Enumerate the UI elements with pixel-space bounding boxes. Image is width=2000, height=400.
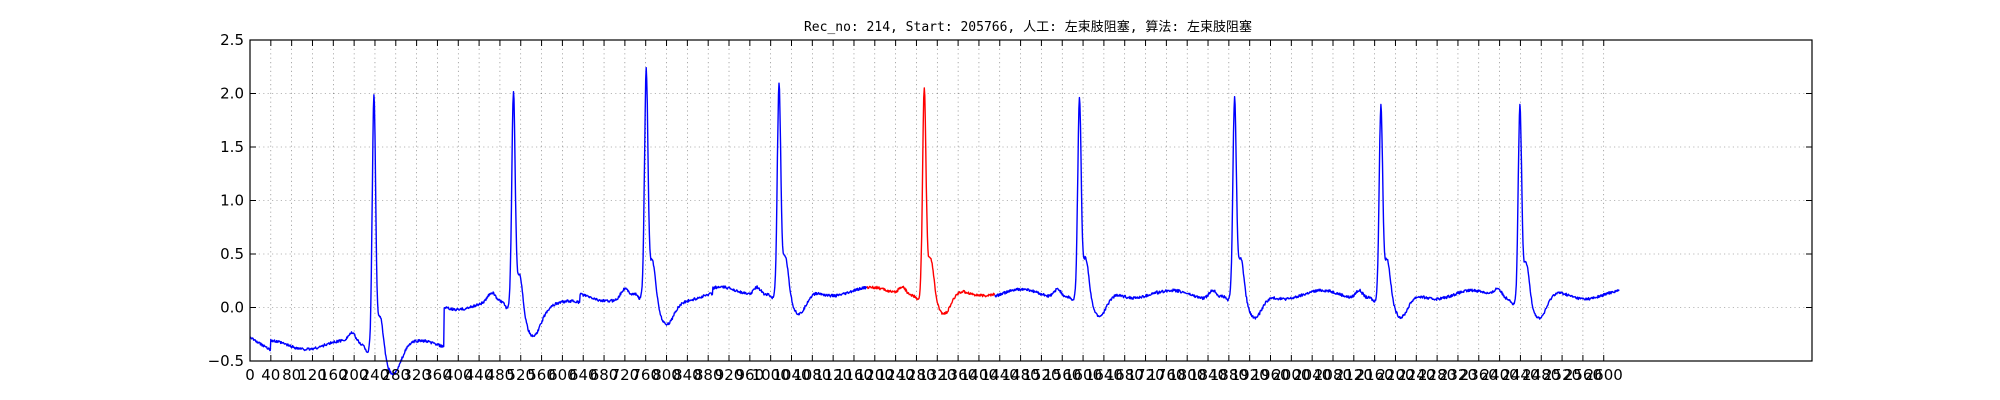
x-tick-label: 2200 (1376, 366, 1414, 384)
x-tick-label: 2160 (1356, 366, 1394, 384)
x-tick-label: 160 (319, 366, 348, 384)
x-tick-label: 1320 (918, 366, 956, 384)
x-tick-label: 2440 (1501, 366, 1539, 384)
x-tick-label: 1160 (835, 366, 873, 384)
y-tick-label: 2.0 (220, 85, 244, 103)
x-tick-label: 320 (402, 366, 431, 384)
x-tick-label: 680 (590, 366, 619, 384)
x-tick-label: 640 (569, 366, 598, 384)
x-tick-label: 1360 (939, 366, 977, 384)
x-tick-label: 120 (298, 366, 327, 384)
x-tick-label: 1200 (856, 366, 894, 384)
x-tick-label: 1560 (1043, 366, 1081, 384)
x-tick-label: 2560 (1564, 366, 1602, 384)
x-tick-label: 2400 (1481, 366, 1519, 384)
y-tick-label: 0.5 (220, 245, 244, 263)
x-tick-label: 80 (282, 366, 301, 384)
x-tick-label: 1080 (793, 366, 831, 384)
chart-title: Rec_no: 214, Start: 205766, 人工: 左束肢阻塞, 算… (804, 19, 1252, 35)
x-tick-label: 800 (652, 366, 681, 384)
x-tick-label: 1480 (1001, 366, 1039, 384)
x-tick-label: 1840 (1189, 366, 1227, 384)
x-tick-label: 1240 (877, 366, 915, 384)
x-axis-ticks: 0 40 8012016020024028032036040044048052056… (245, 40, 1623, 384)
y-tick-label: 0.0 (220, 299, 244, 317)
x-tick-label: 2600 (1585, 366, 1623, 384)
x-tick-label: 1280 (897, 366, 935, 384)
x-tick-label: 1720 (1126, 366, 1164, 384)
x-tick-label: 280 (381, 366, 410, 384)
x-tick-label: 600 (548, 366, 577, 384)
x-tick-label: 400 (444, 366, 473, 384)
x-tick-label: 1680 (1106, 366, 1144, 384)
x-tick-label: 1960 (1251, 366, 1289, 384)
x-tick-label: 2320 (1439, 366, 1477, 384)
x-tick-label: 520 (506, 366, 535, 384)
x-tick-label: 2520 (1543, 366, 1581, 384)
x-tick-label: 760 (631, 366, 660, 384)
x-tick-label: 920 (715, 366, 744, 384)
x-tick-label: 240 (361, 366, 390, 384)
x-tick-label: 1120 (814, 366, 852, 384)
grid (249, 39, 1812, 362)
x-tick-label: 2040 (1293, 366, 1331, 384)
x-tick-label: 2280 (1418, 366, 1456, 384)
x-tick-label: 440 (465, 366, 494, 384)
y-tick-label: 1.0 (220, 192, 244, 210)
x-tick-label: 2480 (1522, 366, 1560, 384)
x-tick-label: 1760 (1147, 366, 1185, 384)
x-tick-label: 0 (245, 366, 255, 384)
x-tick-label: 2240 (1397, 366, 1435, 384)
y-axis-ticks: −0.5 0.0 0.5 1.0 1.5 2.0 2.5 (208, 31, 1812, 370)
x-tick-label: 1440 (981, 366, 1019, 384)
y-tick-label: 1.5 (220, 138, 244, 156)
y-tick-label: −0.5 (208, 352, 244, 370)
ecg-line-highlighted-beat (866, 87, 996, 315)
x-tick-label: 960 (736, 366, 765, 384)
x-tick-label: 720 (611, 366, 640, 384)
x-tick-label: 1640 (1085, 366, 1123, 384)
x-tick-label: 2080 (1314, 366, 1352, 384)
x-tick-label: 200 (340, 366, 369, 384)
x-tick-label: 560 (527, 366, 556, 384)
x-tick-label: 1600 (1064, 366, 1102, 384)
x-tick-label: 1520 (1022, 366, 1060, 384)
x-tick-label: 2000 (1272, 366, 1310, 384)
x-tick-label: 1040 (772, 366, 810, 384)
x-tick-label: 1800 (1168, 366, 1206, 384)
x-tick-label: 1400 (960, 366, 998, 384)
x-tick-label: 2360 (1460, 366, 1498, 384)
x-tick-label: 40 (261, 366, 280, 384)
x-tick-label: 1000 (752, 366, 790, 384)
ecg-series (249, 66, 1620, 376)
x-tick-label: 2120 (1335, 366, 1373, 384)
y-tick-label: 2.5 (220, 31, 244, 49)
x-tick-label: 880 (694, 366, 723, 384)
x-tick-label: 1880 (1210, 366, 1248, 384)
x-tick-label: 840 (673, 366, 702, 384)
ecg-line-before (249, 66, 868, 376)
x-tick-label: 1920 (1231, 366, 1269, 384)
x-tick-label: 480 (486, 366, 515, 384)
x-tick-label: 360 (423, 366, 452, 384)
ecg-line-after (994, 95, 1620, 320)
